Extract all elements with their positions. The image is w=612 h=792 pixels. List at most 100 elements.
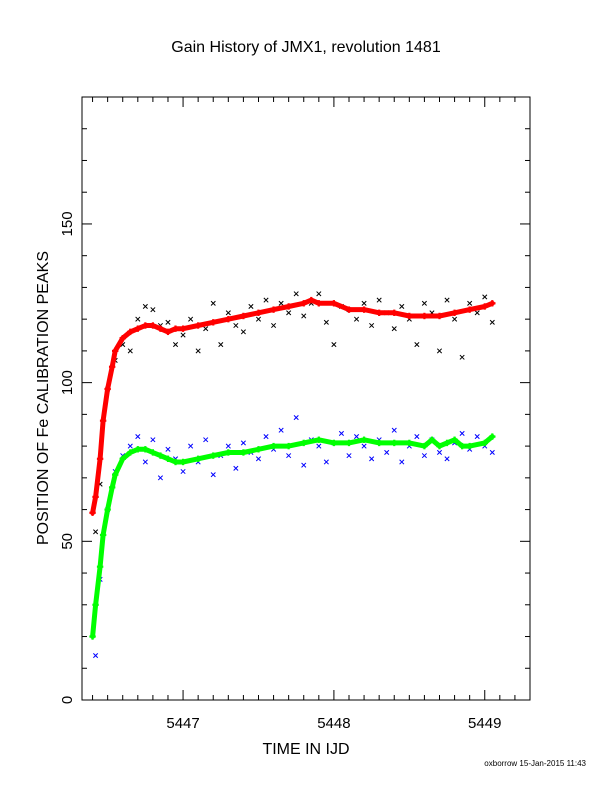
data-point — [195, 348, 201, 354]
data-point — [271, 322, 277, 329]
data-point — [218, 341, 224, 348]
series-lower-peak-fit — [89, 433, 496, 640]
data-point — [225, 443, 231, 449]
x-tick-label: 5447 — [166, 715, 199, 732]
data-point — [240, 329, 246, 335]
data-point — [489, 319, 495, 325]
data-point — [474, 310, 480, 316]
data-point — [474, 434, 480, 440]
data-point — [414, 434, 420, 440]
data-point — [421, 300, 427, 306]
data-point — [93, 529, 99, 535]
chart-title: Gain History of JMX1, revolution 1481 — [171, 39, 441, 56]
series-upper-peak-fit — [89, 296, 496, 516]
data-point — [255, 316, 262, 322]
data-point — [127, 348, 133, 354]
data-point — [444, 456, 450, 462]
data-point — [421, 453, 427, 459]
data-point — [188, 443, 194, 449]
y-axis-label: POSITION OF Fe CALIBRATION PEAKS — [35, 251, 52, 545]
data-point — [233, 322, 239, 329]
data-point — [323, 319, 329, 325]
x-tick-label: 5449 — [468, 715, 501, 732]
data-point — [376, 297, 382, 303]
data-point — [384, 449, 390, 456]
data-point — [278, 427, 284, 433]
series-trace — [90, 434, 495, 639]
data-point — [225, 310, 231, 316]
data-point — [489, 449, 495, 456]
data-point — [180, 468, 186, 475]
data-point — [127, 443, 133, 449]
data-point — [391, 427, 397, 433]
data-point — [263, 434, 269, 440]
data-point — [452, 316, 458, 322]
plot-area-border — [81, 96, 531, 701]
data-point — [323, 459, 329, 465]
data-point — [93, 653, 99, 659]
data-point — [444, 297, 450, 303]
data-point — [436, 449, 443, 456]
data-point — [142, 459, 148, 465]
data-point — [459, 354, 465, 360]
y-tick-label: 50 — [59, 533, 76, 550]
data-point — [188, 316, 194, 322]
data-point — [233, 465, 239, 471]
data-point — [248, 303, 254, 310]
data-point — [361, 300, 367, 306]
data-point — [346, 453, 352, 459]
data-point — [293, 414, 299, 421]
data-point — [240, 440, 246, 446]
plot-frame — [81, 96, 531, 701]
data-point — [157, 475, 163, 481]
axis-ticks: 5447 5448 5449 0 50 100 150 — [59, 96, 531, 732]
data-point — [331, 341, 337, 348]
data-point — [180, 332, 186, 338]
data-point — [278, 300, 284, 306]
data-point — [150, 307, 156, 313]
data-point — [399, 459, 405, 465]
footer-credit: oxborrow 15-Jan-2015 11:43 — [484, 759, 586, 768]
x-tick-label: 5448 — [317, 715, 350, 732]
data-point — [263, 297, 269, 303]
data-point — [301, 462, 307, 468]
data-point — [142, 303, 148, 310]
data-point — [135, 316, 141, 322]
data-point — [165, 319, 171, 325]
data-point — [436, 348, 443, 354]
data-point — [399, 303, 405, 310]
data-point — [203, 437, 209, 443]
x-axis-label: TIME IN IJD — [262, 741, 349, 758]
y-tick-label: 150 — [59, 211, 76, 236]
data-point — [286, 310, 292, 316]
data-point — [165, 446, 171, 452]
data-point — [361, 443, 367, 449]
data-point — [203, 326, 209, 332]
data-point — [210, 472, 216, 478]
data-point — [482, 294, 488, 300]
y-tick-label: 100 — [59, 370, 76, 395]
data-point — [353, 316, 360, 322]
data-point — [210, 300, 216, 306]
data-point — [172, 341, 179, 348]
data-point — [391, 326, 397, 332]
data-point — [353, 434, 360, 440]
data-point — [316, 443, 322, 449]
series-trace — [90, 297, 495, 516]
series-layer — [89, 291, 496, 659]
data-point — [293, 291, 299, 297]
data-point — [369, 322, 375, 329]
data-point — [467, 300, 473, 306]
data-point — [301, 313, 307, 319]
y-tick-label: 0 — [59, 696, 76, 704]
data-point — [369, 456, 375, 462]
data-point — [255, 456, 262, 462]
data-point — [338, 430, 345, 436]
data-point — [286, 453, 292, 459]
data-point — [150, 437, 156, 443]
data-point — [459, 430, 465, 436]
data-point — [414, 341, 420, 348]
data-point — [316, 291, 322, 297]
data-point — [135, 434, 141, 440]
